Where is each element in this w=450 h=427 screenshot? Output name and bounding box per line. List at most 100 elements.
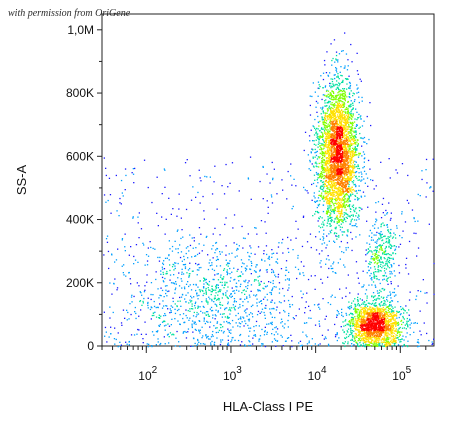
data-point bbox=[343, 102, 345, 104]
data-point bbox=[324, 85, 327, 87]
data-point bbox=[356, 341, 358, 344]
data-point bbox=[318, 205, 320, 207]
data-point bbox=[324, 182, 326, 185]
data-point bbox=[287, 289, 289, 291]
data-point bbox=[351, 334, 354, 337]
data-point bbox=[149, 308, 152, 311]
data-point bbox=[353, 184, 355, 186]
data-point bbox=[347, 341, 349, 343]
data-point bbox=[377, 239, 379, 241]
data-point bbox=[318, 320, 320, 322]
data-point bbox=[350, 165, 353, 168]
data-point bbox=[341, 97, 343, 99]
data-point bbox=[391, 309, 393, 312]
data-point bbox=[201, 289, 204, 292]
data-point bbox=[336, 333, 338, 335]
data-point bbox=[343, 331, 345, 334]
data-point bbox=[271, 271, 273, 274]
data-point bbox=[336, 99, 338, 101]
data-point bbox=[323, 155, 326, 158]
data-point bbox=[345, 193, 347, 195]
data-point bbox=[324, 127, 326, 129]
data-point bbox=[163, 260, 165, 262]
data-point bbox=[321, 243, 323, 245]
data-point bbox=[322, 78, 325, 81]
data-point bbox=[265, 307, 267, 309]
data-point bbox=[384, 214, 386, 216]
data-point bbox=[271, 333, 273, 335]
data-point bbox=[333, 39, 336, 41]
data-point bbox=[346, 69, 349, 71]
data-point bbox=[225, 294, 227, 297]
data-point bbox=[348, 96, 350, 98]
data-point bbox=[362, 337, 365, 339]
data-point bbox=[353, 180, 355, 182]
data-point bbox=[327, 93, 329, 95]
data-point bbox=[334, 187, 336, 189]
data-point bbox=[322, 123, 324, 125]
data-point bbox=[339, 198, 341, 200]
data-point bbox=[111, 254, 113, 256]
data-point bbox=[361, 125, 364, 127]
data-point bbox=[391, 324, 393, 327]
data-point bbox=[380, 245, 382, 247]
data-point bbox=[106, 241, 109, 243]
data-point bbox=[172, 333, 174, 335]
data-point bbox=[166, 295, 168, 297]
data-point bbox=[266, 293, 268, 295]
data-point bbox=[219, 313, 222, 315]
data-point bbox=[337, 190, 339, 192]
data-point bbox=[228, 253, 230, 255]
data-point bbox=[344, 147, 347, 149]
data-point bbox=[344, 345, 346, 348]
data-point bbox=[157, 341, 159, 343]
data-point bbox=[386, 278, 388, 280]
data-point bbox=[341, 94, 343, 97]
data-point bbox=[271, 196, 273, 198]
data-point bbox=[365, 341, 367, 343]
data-point bbox=[270, 292, 272, 294]
data-point bbox=[360, 180, 362, 182]
data-point bbox=[367, 338, 369, 341]
data-point bbox=[420, 290, 422, 293]
data-point bbox=[192, 247, 194, 249]
data-point bbox=[175, 281, 177, 283]
data-point bbox=[225, 264, 228, 266]
data-point bbox=[382, 197, 385, 200]
data-point bbox=[237, 307, 240, 309]
data-point bbox=[325, 72, 328, 74]
data-point bbox=[323, 124, 326, 126]
data-point bbox=[358, 305, 360, 307]
data-point bbox=[328, 169, 331, 171]
data-point bbox=[363, 153, 366, 155]
data-point bbox=[328, 137, 330, 139]
data-point bbox=[318, 231, 320, 233]
data-point bbox=[327, 150, 329, 152]
data-point bbox=[302, 216, 305, 218]
data-point bbox=[339, 192, 341, 194]
data-point bbox=[376, 249, 378, 252]
data-point bbox=[197, 191, 199, 194]
data-point bbox=[391, 315, 393, 317]
data-point bbox=[248, 255, 250, 257]
data-point bbox=[409, 334, 411, 336]
data-point bbox=[379, 342, 381, 344]
data-point bbox=[320, 162, 322, 164]
data-point bbox=[352, 204, 355, 206]
data-point bbox=[321, 160, 324, 163]
data-point bbox=[354, 163, 356, 166]
data-point bbox=[240, 271, 243, 273]
data-point bbox=[377, 259, 379, 262]
data-point bbox=[345, 112, 347, 114]
data-point bbox=[209, 289, 211, 291]
data-point bbox=[334, 272, 336, 274]
data-point bbox=[179, 296, 181, 299]
data-point bbox=[179, 323, 181, 326]
data-point bbox=[352, 155, 355, 157]
data-point bbox=[253, 280, 256, 282]
data-point bbox=[235, 285, 237, 288]
data-point bbox=[304, 312, 306, 314]
data-point bbox=[238, 322, 240, 324]
data-point bbox=[245, 290, 247, 292]
data-point bbox=[338, 105, 341, 107]
